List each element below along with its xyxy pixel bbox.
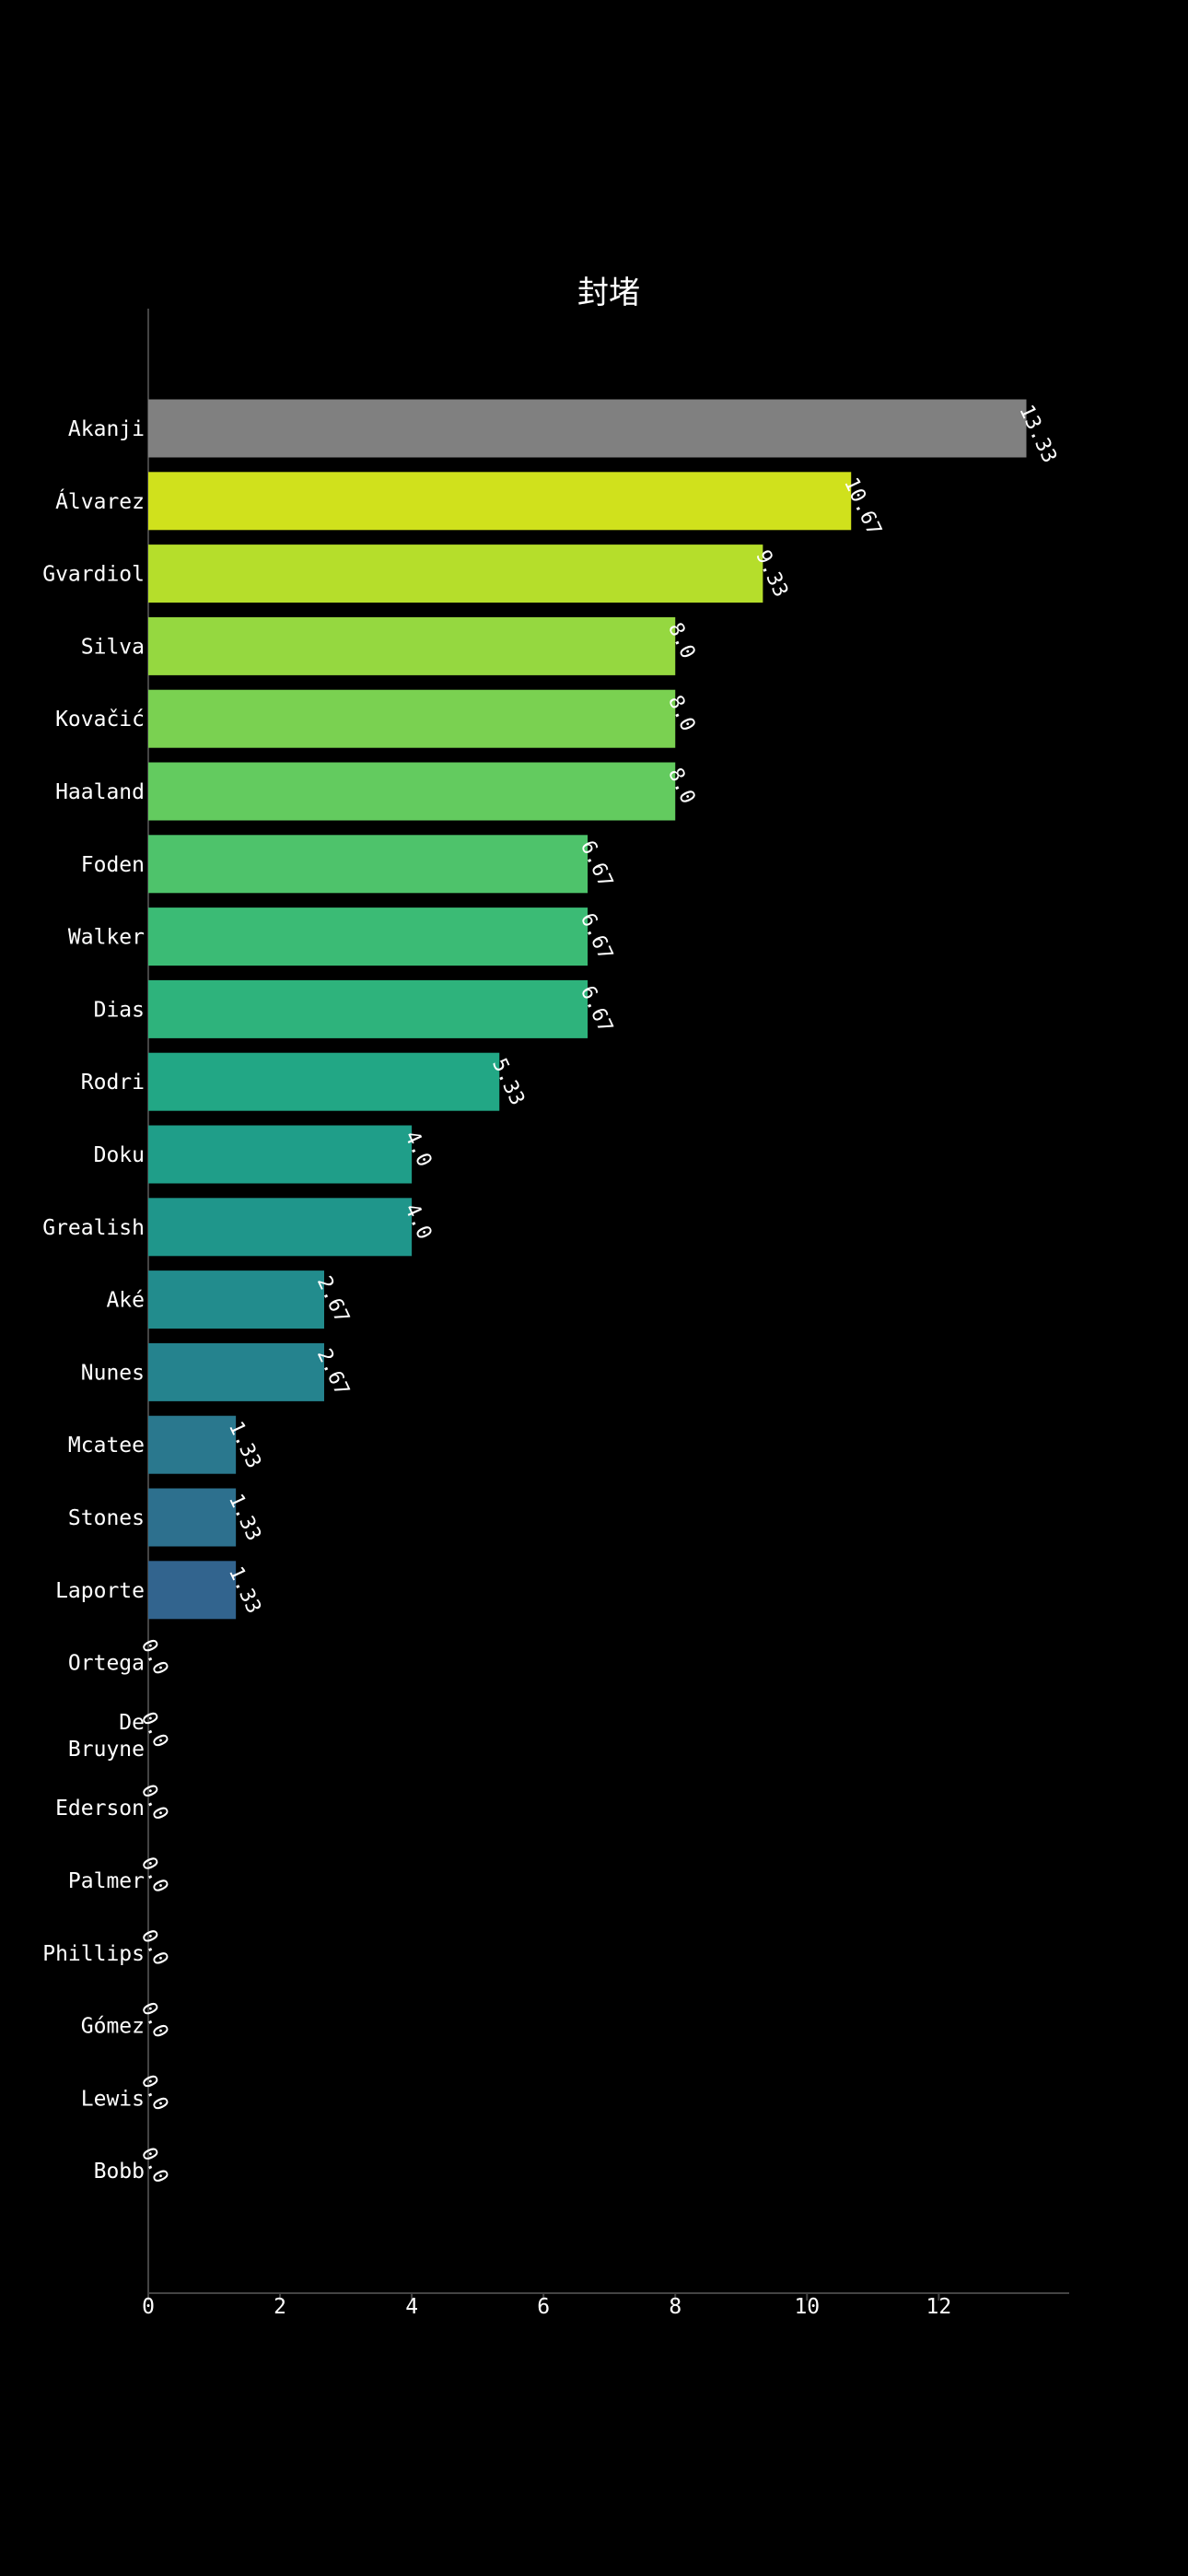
- y-tick-label: Gómez: [81, 2015, 145, 2039]
- y-tick-label: Akanji: [68, 417, 145, 441]
- x-tick-labels: 0 2 4 6 8 10 12: [142, 2293, 951, 2319]
- y-tick-label: Laporte: [55, 1579, 145, 1603]
- bar-akanji: [148, 399, 1027, 458]
- y-tick-label: Foden: [81, 853, 145, 877]
- bar-gvardiol: [148, 544, 763, 603]
- x-tick-label: 8: [669, 2295, 681, 2319]
- y-tick-label: Kovačić: [55, 708, 145, 732]
- bars-group: [148, 399, 1027, 1620]
- x-tick-label: 2: [274, 2295, 286, 2319]
- y-tick-labels: Akanji Álvarez Gvardiol Silva Kovačić Haaland…: [42, 417, 145, 2184]
- bar-silva: [148, 616, 676, 675]
- bar-haaland: [148, 762, 676, 821]
- y-tick-label: Álvarez: [55, 488, 145, 514]
- y-tick-label: Phillips: [42, 1942, 145, 1966]
- y-tick-label: Gvardiol: [42, 563, 145, 587]
- y-tick-label: Mcatee: [68, 1434, 145, 1458]
- x-tick-label: 10: [794, 2295, 820, 2319]
- bar-stones: [148, 1488, 237, 1547]
- y-tick-label: Dias: [94, 998, 145, 1022]
- bar-alvarez: [148, 472, 852, 531]
- y-tick-label: Nunes: [81, 1361, 145, 1385]
- y-tick-label: Grealish: [42, 1216, 145, 1240]
- bar-foden: [148, 835, 588, 894]
- y-tick-label: Lewis: [81, 2087, 145, 2111]
- bar-ake: [148, 1270, 324, 1329]
- x-tick-label: 4: [405, 2295, 418, 2319]
- bar-laporte: [148, 1561, 237, 1620]
- y-tick-label: Rodri: [81, 1071, 145, 1095]
- y-tick-label: Aké: [106, 1289, 145, 1313]
- y-tick-label: Ortega: [68, 1652, 145, 1676]
- y-tick-label: Doku: [94, 1143, 145, 1167]
- y-tick-label: Palmer: [68, 1869, 145, 1893]
- y-tick-label: Ederson: [55, 1797, 145, 1821]
- x-tick-label: 0: [142, 2295, 155, 2319]
- x-tick-label: 12: [926, 2295, 952, 2319]
- y-tick-label: Haaland: [55, 780, 145, 804]
- bar-doku: [148, 1125, 413, 1184]
- bar-dias: [148, 979, 588, 1038]
- chart-title: 封堵: [577, 275, 640, 311]
- y-tick-label: Bobb: [94, 2160, 145, 2184]
- x-tick-label: 6: [537, 2295, 550, 2319]
- y-tick-label: De Bruyne: [68, 1711, 145, 1762]
- bar-grealish: [148, 1198, 413, 1257]
- y-tick-label: Stones: [68, 1506, 145, 1530]
- bar-nunes: [148, 1342, 324, 1401]
- bar-kovacic: [148, 689, 676, 748]
- bar-mcatee: [148, 1415, 237, 1474]
- y-tick-label: Walker: [68, 926, 145, 950]
- bar-walker: [148, 907, 588, 966]
- bar-rodri: [148, 1052, 500, 1111]
- y-tick-label: Silva: [81, 635, 145, 659]
